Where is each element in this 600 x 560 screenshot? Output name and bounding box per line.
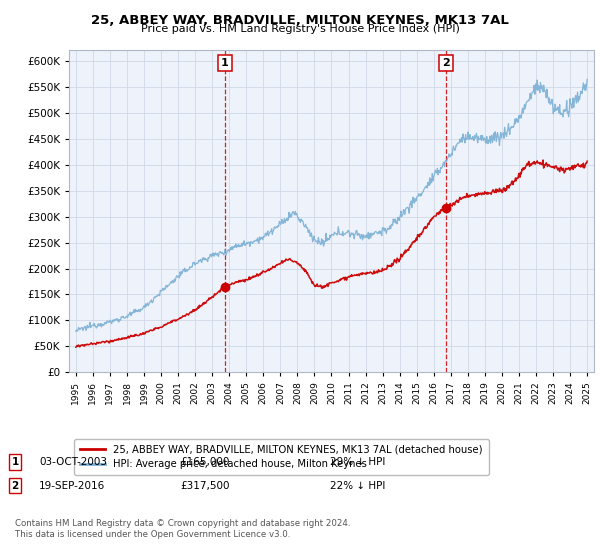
Text: 22% ↓ HPI: 22% ↓ HPI xyxy=(330,480,385,491)
Text: £317,500: £317,500 xyxy=(180,480,229,491)
Text: 1: 1 xyxy=(221,58,229,68)
Text: Contains HM Land Registry data © Crown copyright and database right 2024.
This d: Contains HM Land Registry data © Crown c… xyxy=(15,520,350,539)
Text: 1: 1 xyxy=(11,457,19,467)
Text: 2: 2 xyxy=(11,480,19,491)
Text: 25, ABBEY WAY, BRADVILLE, MILTON KEYNES, MK13 7AL: 25, ABBEY WAY, BRADVILLE, MILTON KEYNES,… xyxy=(91,14,509,27)
Text: Price paid vs. HM Land Registry's House Price Index (HPI): Price paid vs. HM Land Registry's House … xyxy=(140,24,460,34)
Text: 2: 2 xyxy=(442,58,450,68)
Legend: 25, ABBEY WAY, BRADVILLE, MILTON KEYNES, MK13 7AL (detached house), HPI: Average: 25, ABBEY WAY, BRADVILLE, MILTON KEYNES,… xyxy=(74,438,488,475)
Text: 29% ↓ HPI: 29% ↓ HPI xyxy=(330,457,385,467)
Text: 19-SEP-2016: 19-SEP-2016 xyxy=(39,480,105,491)
Text: £165,000: £165,000 xyxy=(180,457,229,467)
Text: 03-OCT-2003: 03-OCT-2003 xyxy=(39,457,107,467)
